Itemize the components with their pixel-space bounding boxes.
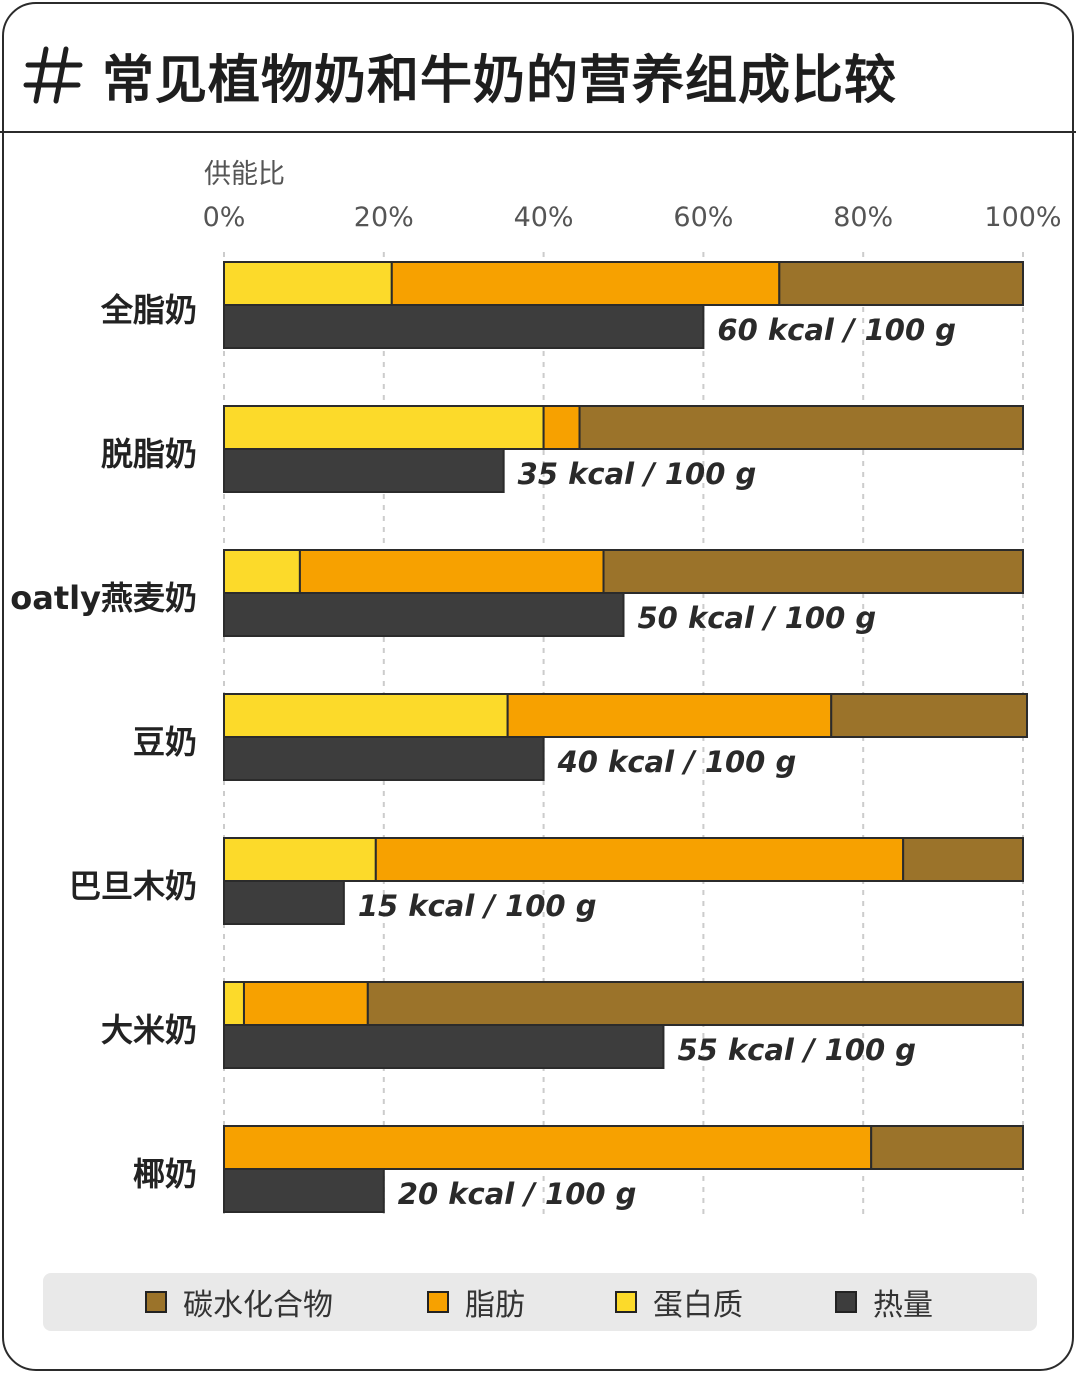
energy-label: 40 kcal / 100 g (557, 745, 797, 779)
bar-segment (506, 693, 833, 738)
bar-segment (242, 981, 369, 1026)
x-tick-label: 60% (673, 202, 733, 233)
energy-bar (223, 1024, 665, 1069)
bar-segment (902, 837, 1025, 882)
bar-segment (830, 693, 1028, 738)
legend-swatch-energy (835, 1291, 857, 1313)
bar-segment (223, 981, 245, 1026)
legend-item-carbs: 碳水化合物 (145, 1273, 333, 1331)
legend-item-energy: 热量 (835, 1273, 933, 1331)
energy-bar (223, 304, 705, 349)
title-divider (0, 131, 1076, 133)
hash-icon (23, 46, 83, 104)
x-tick-label: 100% (984, 202, 1061, 233)
legend-swatch-carbs (145, 1291, 167, 1313)
energy-label: 20 kcal / 100 g (398, 1177, 637, 1211)
energy-bar (223, 592, 625, 637)
bar-segment (870, 1125, 1024, 1170)
bar-segment (602, 549, 1025, 594)
x-tick-label: 40% (514, 202, 574, 233)
bar-segment (223, 549, 301, 594)
x-tick-label: 80% (833, 202, 893, 233)
category-label: 大米奶 (101, 1011, 197, 1049)
bar-segment (223, 693, 509, 738)
chart-title: 常见植物奶和牛奶的营养组成比较 (102, 50, 898, 111)
title-bar: 常见植物奶和牛奶的营养组成比较 (22, 30, 897, 120)
legend-swatch-fat (427, 1291, 449, 1313)
energy-bar (223, 448, 505, 493)
category-label: 全脂奶 (100, 291, 197, 329)
legend-label-energy: 热量 (873, 1288, 933, 1323)
bar-segment (223, 261, 393, 306)
x-tick-label: 0% (203, 202, 246, 233)
energy-label: 55 kcal / 100 g (677, 1033, 916, 1067)
bar-segment (223, 405, 545, 450)
legend-label-fat: 脂肪 (465, 1288, 525, 1323)
legend: 碳水化合物 脂肪 蛋白质 热量 (43, 1273, 1037, 1331)
bar-segment (366, 981, 1024, 1026)
bar-segment (578, 405, 1024, 450)
legend-item-protein: 蛋白质 (615, 1273, 743, 1331)
category-label: oatly燕麦奶 (10, 579, 197, 617)
energy-label: 60 kcal / 100 g (717, 313, 956, 347)
energy-label: 50 kcal / 100 g (638, 601, 877, 635)
category-label: 豆奶 (133, 723, 197, 761)
legend-label-protein: 蛋白质 (653, 1288, 743, 1323)
bar-segment (390, 261, 781, 306)
energy-bar (223, 880, 345, 925)
bar-segment (778, 261, 1024, 306)
legend-swatch-protein (615, 1291, 637, 1313)
stacked-bar-chart: 0% 20% 40% 60% 80% 100% 全脂奶 60 kcal / 100 g 脱脂奶 3… (10, 202, 1062, 1218)
energy-bar (223, 1168, 385, 1213)
legend-item-fat: 脂肪 (427, 1273, 525, 1331)
axis-label: 供能比 (204, 159, 285, 190)
category-label: 椰奶 (133, 1155, 197, 1193)
bar-segment (298, 549, 605, 594)
bar-segment (374, 837, 905, 882)
category-label: 脱脂奶 (101, 435, 197, 473)
bar-segment (223, 837, 377, 882)
category-label: 巴旦木奶 (69, 867, 197, 905)
energy-bar (223, 736, 545, 781)
bar-segment (223, 1125, 873, 1170)
x-tick-label: 20% (354, 202, 414, 233)
energy-label: 35 kcal / 100 g (518, 457, 757, 491)
bar-segment (542, 405, 581, 450)
energy-label: 15 kcal / 100 g (358, 889, 597, 923)
legend-label-carbs: 碳水化合物 (183, 1288, 333, 1323)
